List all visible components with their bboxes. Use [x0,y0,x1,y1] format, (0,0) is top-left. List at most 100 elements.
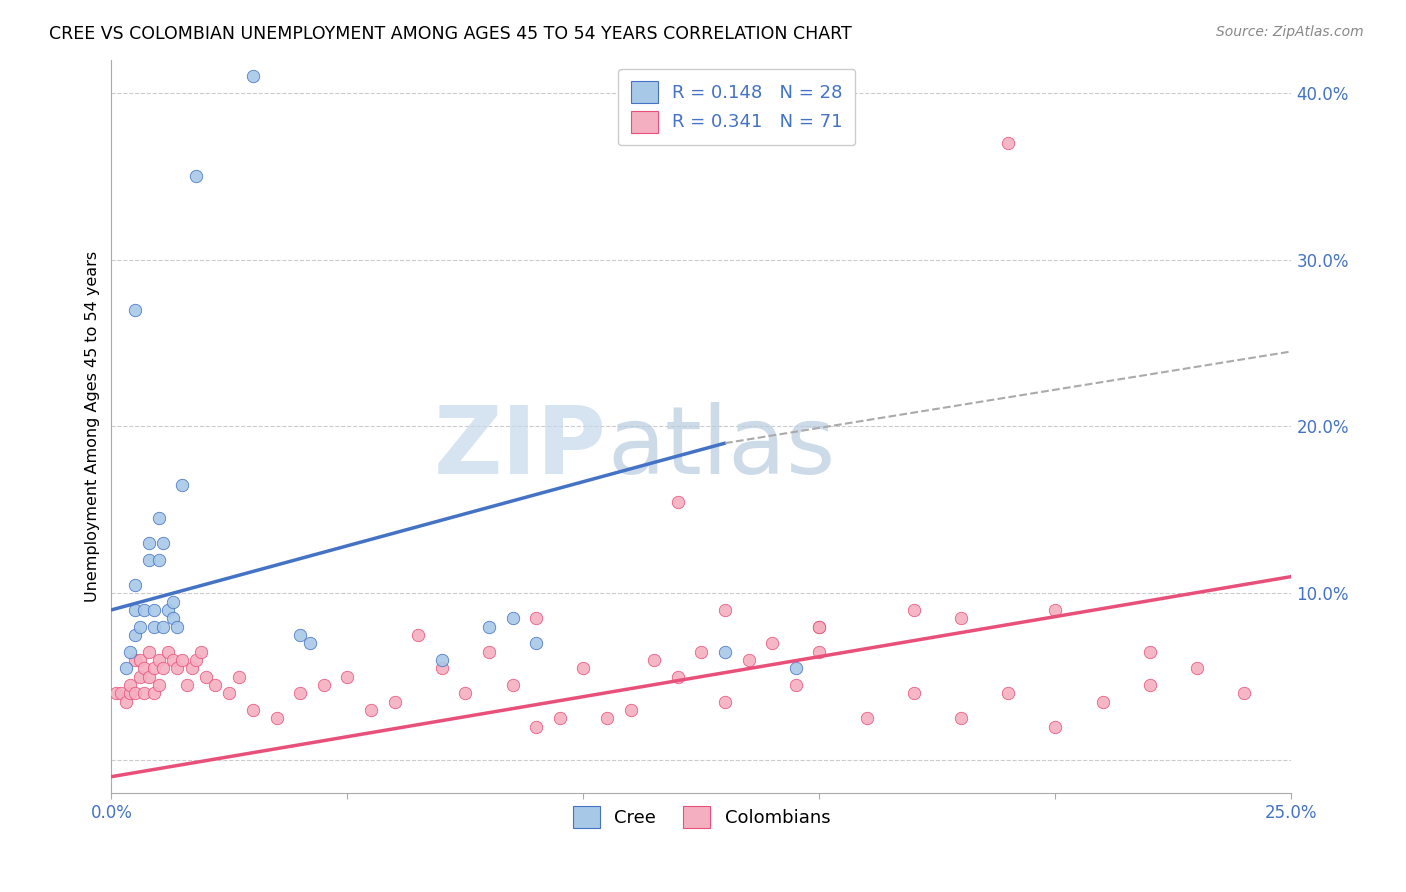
Point [148,678,170,692]
Point [134,686,156,700]
Point [162,611,184,625]
Point [228,670,250,684]
Point [114,661,136,675]
Point [124,578,146,592]
Text: CREE VS COLOMBIAN UNEMPLOYMENT AMONG AGES 45 TO 54 YEARS CORRELATION CHART: CREE VS COLOMBIAN UNEMPLOYMENT AMONG AGE… [49,25,852,43]
Point [134,661,156,675]
Point [148,511,170,525]
Point [785,661,807,675]
Point [572,661,595,675]
Point [242,70,264,84]
Point [524,611,547,625]
Point [478,644,501,658]
Point [124,628,146,642]
Point [120,644,142,658]
Point [138,536,160,550]
Point [176,678,198,692]
Point [148,553,170,567]
Point [737,653,759,667]
Point [128,653,150,667]
Point [502,678,524,692]
Point [714,644,737,658]
Point [430,653,453,667]
Point [142,686,165,700]
Point [714,603,737,617]
Point [666,494,689,508]
Point [124,603,146,617]
Point [690,644,713,658]
Point [138,670,160,684]
Point [903,686,925,700]
Point [1045,720,1067,734]
Point [128,670,150,684]
Point [808,619,831,633]
Point [157,603,180,617]
Point [114,695,136,709]
Point [524,720,547,734]
Text: Source: ZipAtlas.com: Source: ZipAtlas.com [1216,25,1364,39]
Point [1185,661,1208,675]
Point [218,686,240,700]
Point [1091,695,1114,709]
Point [186,169,208,184]
Point [190,644,212,658]
Point [152,661,174,675]
Point [384,695,406,709]
Point [1139,644,1161,658]
Point [312,678,335,692]
Point [186,653,208,667]
Point [1045,603,1067,617]
Point [124,653,146,667]
Point [808,619,831,633]
Point [548,711,571,725]
Point [138,644,160,658]
Point [138,553,160,567]
Point [855,711,877,725]
Point [596,711,619,725]
Point [290,686,312,700]
Point [142,661,165,675]
Legend: Cree, Colombians: Cree, Colombians [565,799,838,836]
Point [761,636,783,650]
Text: atlas: atlas [607,402,835,494]
Point [172,478,194,492]
Point [180,661,202,675]
Point [785,678,807,692]
Point [997,686,1019,700]
Point [124,686,146,700]
Point [666,670,689,684]
Point [454,686,477,700]
Point [105,686,128,700]
Point [950,611,973,625]
Point [1139,678,1161,692]
Point [620,703,643,717]
Point [142,619,165,633]
Point [502,611,524,625]
Point [110,686,132,700]
Point [903,603,925,617]
Point [162,653,184,667]
Point [166,619,188,633]
Point [360,703,382,717]
Point [524,636,547,650]
Y-axis label: Unemployment Among Ages 45 to 54 years: Unemployment Among Ages 45 to 54 years [86,251,100,602]
Point [997,136,1019,150]
Point [1233,686,1256,700]
Point [406,628,429,642]
Point [266,711,288,725]
Point [152,536,174,550]
Point [808,644,831,658]
Point [157,644,180,658]
Point [162,594,184,608]
Point [142,603,165,617]
Point [204,678,226,692]
Point [120,678,142,692]
Point [152,619,174,633]
Point [134,603,156,617]
Point [478,619,501,633]
Point [120,686,142,700]
Point [430,661,453,675]
Point [336,670,359,684]
Point [298,636,321,650]
Point [242,703,264,717]
